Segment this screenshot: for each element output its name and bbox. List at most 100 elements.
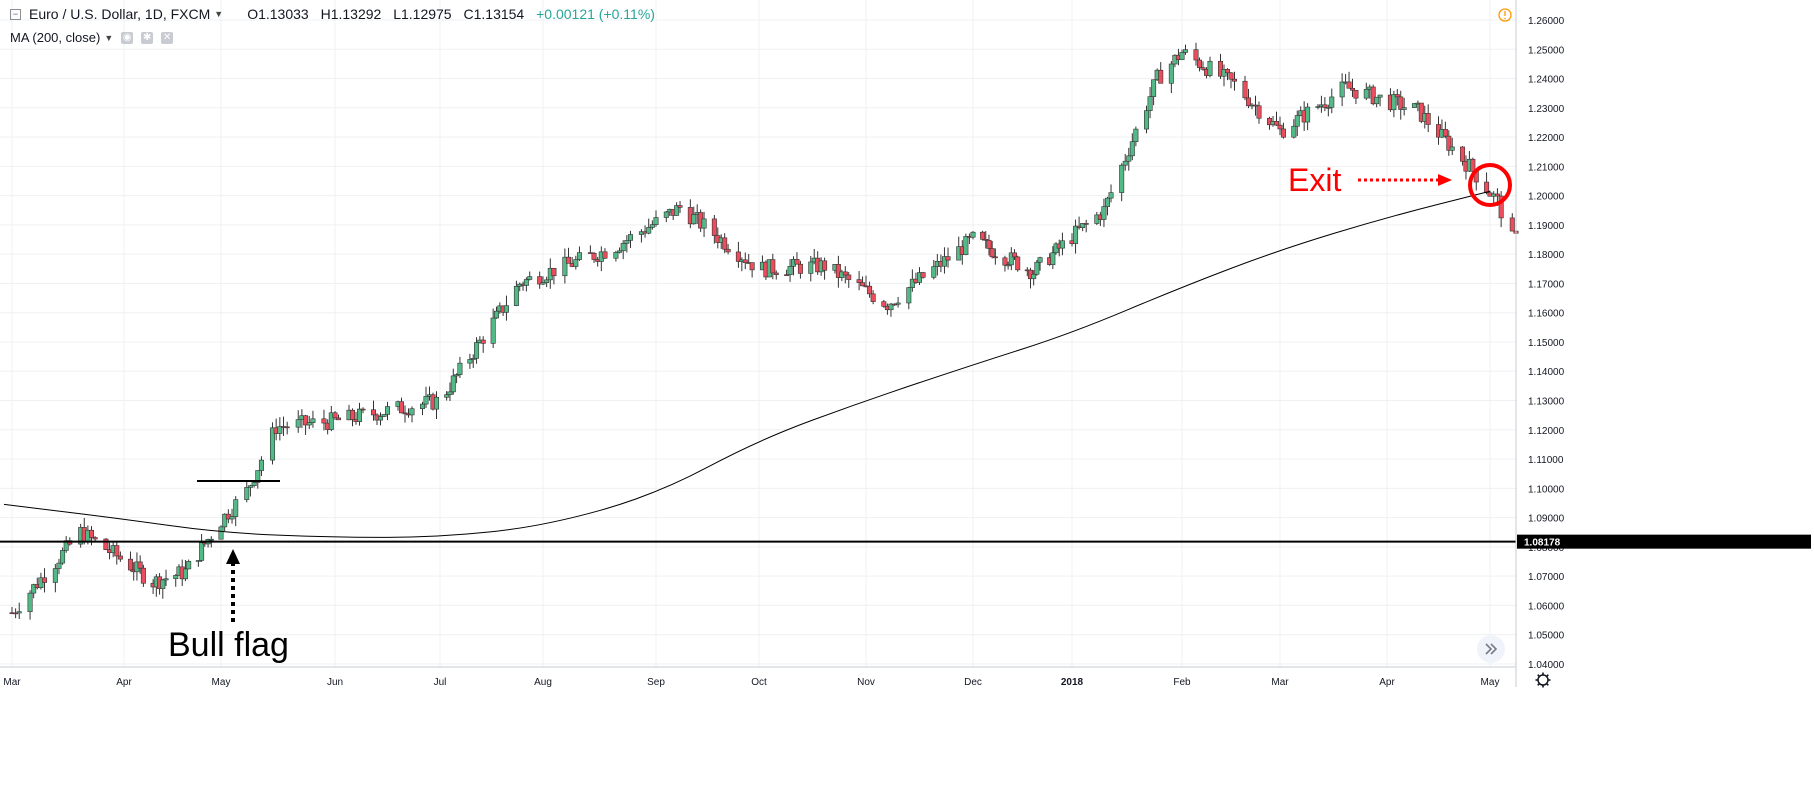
candle-body <box>523 279 529 286</box>
candle-body <box>1294 115 1300 127</box>
close-value: C1.13154 <box>463 6 525 22</box>
y-tick-label: 1.17000 <box>1528 279 1565 290</box>
candle-body <box>384 406 390 415</box>
candle-body <box>117 555 123 560</box>
candle-body <box>784 274 790 277</box>
candle-body <box>447 391 453 395</box>
candle-body <box>591 252 597 260</box>
candle-body <box>423 396 429 405</box>
candle-body <box>1073 225 1079 244</box>
candle-body <box>749 262 755 271</box>
warning-icon[interactable] <box>1498 8 1512 22</box>
candle-body <box>906 287 912 304</box>
candle-body <box>663 211 669 218</box>
candle-body <box>419 403 425 409</box>
candle-body <box>251 482 257 486</box>
candle-body <box>328 412 334 430</box>
candle-body <box>306 422 312 426</box>
candle-body <box>1349 87 1355 91</box>
candle-body <box>1232 78 1238 82</box>
candle-body <box>370 409 376 416</box>
candle-body <box>983 239 989 241</box>
candle-body <box>27 592 33 612</box>
candle-body <box>493 310 499 319</box>
candle-body <box>1329 96 1335 108</box>
candle-body <box>1494 193 1500 197</box>
candle-body <box>842 271 848 276</box>
candle-body <box>1200 67 1206 70</box>
y-tick-label: 1.15000 <box>1528 338 1565 349</box>
candle-body <box>60 550 66 564</box>
candle-body <box>140 567 146 584</box>
candle-body <box>1012 252 1018 258</box>
candle-body <box>888 303 894 311</box>
candle-body <box>433 396 439 410</box>
candle-body <box>860 282 866 287</box>
candle-body <box>1401 107 1407 110</box>
candle-body <box>1425 113 1431 125</box>
price-label-badge <box>1517 534 1811 549</box>
candle-body <box>540 282 546 285</box>
candle-body <box>1246 97 1252 107</box>
candle-body <box>1398 96 1404 110</box>
candle-body <box>992 256 998 259</box>
candle-body <box>627 234 633 241</box>
candle-body <box>195 560 201 562</box>
candle-body <box>474 342 480 359</box>
candle-body <box>537 276 543 285</box>
y-tick-label: 1.26000 <box>1528 16 1565 27</box>
close-icon[interactable]: ✕ <box>161 31 174 44</box>
candle-body <box>735 251 741 262</box>
candle-body <box>381 414 387 417</box>
candle-body <box>1015 256 1021 271</box>
y-tick-label: 1.07000 <box>1528 572 1565 583</box>
candle-body <box>222 513 228 528</box>
candle-body <box>1151 79 1157 97</box>
candle-body <box>909 278 915 288</box>
gear-icon[interactable]: ✱ <box>141 31 154 44</box>
candle-body <box>349 409 355 420</box>
candle-body <box>1183 49 1189 53</box>
candle-body <box>527 276 533 280</box>
price-scale[interactable] <box>1517 0 1814 798</box>
exit-circle <box>1468 163 1512 207</box>
exit-label: Exit <box>1288 162 1341 198</box>
candle-body <box>335 417 341 421</box>
candle-body <box>1197 59 1203 68</box>
chevron-down-icon[interactable]: ▼ <box>214 9 224 19</box>
candle-body <box>1394 94 1400 98</box>
moving-average-line <box>3 190 1491 538</box>
price-label-text: 1.08178 <box>1524 538 1561 549</box>
candle-body <box>963 236 969 255</box>
candle-body <box>941 256 947 267</box>
collapse-icon[interactable]: − <box>10 8 21 20</box>
candle-body <box>160 579 166 589</box>
series-legend: − Euro / U.S. Dollar, 1D, FXCM ▼ O1.1303… <box>10 6 663 22</box>
candle-body <box>620 243 626 252</box>
candle-body <box>945 256 951 261</box>
candle-body <box>986 239 992 249</box>
eye-icon[interactable]: ◉ <box>121 31 134 44</box>
chevron-down-icon[interactable]: ▼ <box>104 32 114 43</box>
candle-body <box>544 279 550 283</box>
candle-body <box>258 459 264 471</box>
lines-layer <box>0 190 1516 543</box>
x-tick-label: 2018 <box>1061 677 1084 688</box>
candle-body <box>1256 105 1262 119</box>
candle-body <box>310 418 316 423</box>
x-tick-label: Apr <box>116 677 132 688</box>
candle-body <box>1339 81 1345 98</box>
x-tick-label: Dec <box>964 677 982 688</box>
indicator-label[interactable]: MA (200, close) <box>10 30 101 45</box>
x-tick-label: Jul <box>434 677 447 688</box>
symbol-title[interactable]: Euro / U.S. Dollar, 1D, FXCM <box>29 6 211 22</box>
candle-body <box>457 362 463 375</box>
candle-body <box>856 279 862 283</box>
x-tick-label: Mar <box>3 677 21 688</box>
candle-body <box>173 575 179 579</box>
y-tick-label: 1.11000 <box>1528 455 1564 466</box>
candle-body <box>1277 124 1283 130</box>
candle-body <box>602 251 608 259</box>
candle-body <box>31 584 37 594</box>
